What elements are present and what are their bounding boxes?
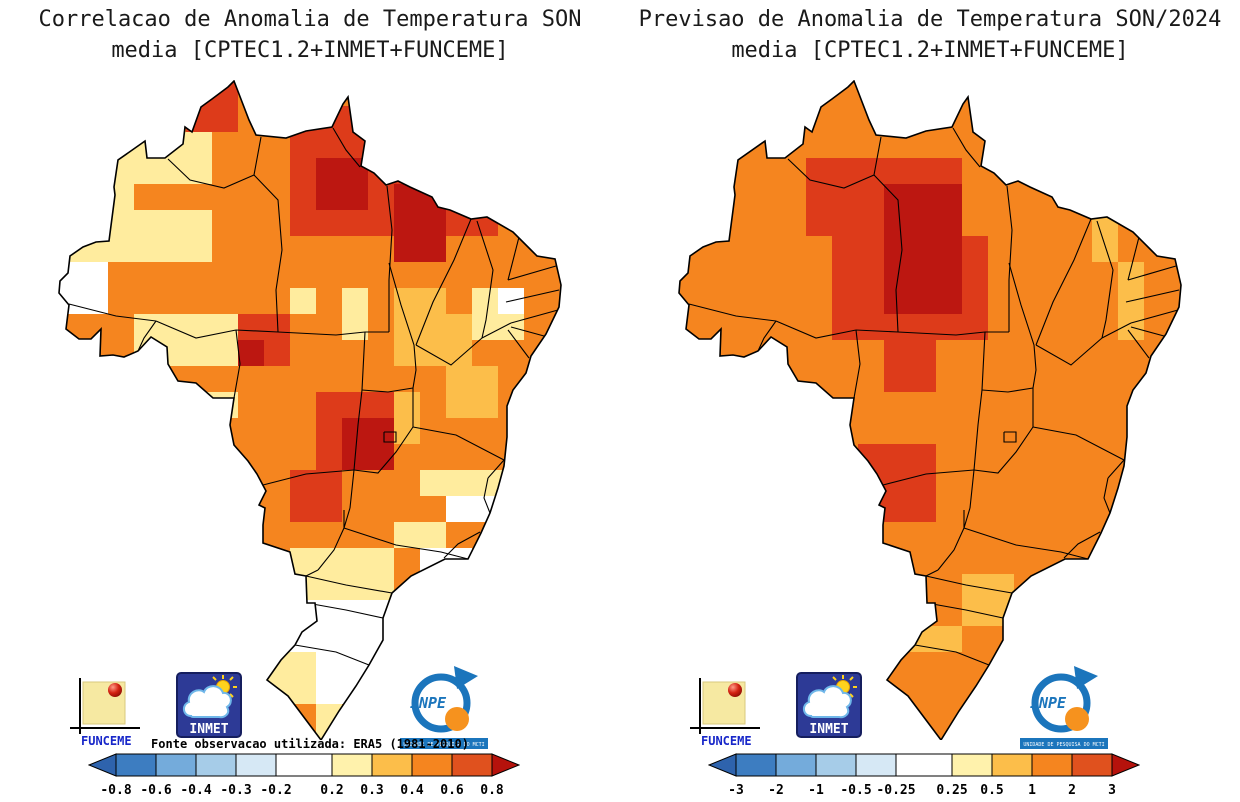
svg-text:1: 1: [1028, 783, 1036, 798]
svg-text:-2: -2: [768, 783, 784, 798]
funceme-label: FUNCEME: [701, 734, 752, 748]
sun-icon: [832, 675, 857, 698]
svg-text:2: 2: [1068, 783, 1076, 798]
cloud-icon: [183, 685, 232, 719]
svg-text:0.4: 0.4: [400, 783, 424, 798]
inmet-label: INMET: [189, 722, 228, 737]
svg-text:-0.3: -0.3: [220, 783, 251, 798]
brazil-map-correlation: [58, 80, 562, 740]
svg-text:0.25: 0.25: [936, 783, 967, 798]
inpe-caption: UNIDADE DE PESQUISA DO MCTI: [403, 742, 484, 748]
svg-text:0.2: 0.2: [320, 783, 343, 798]
brazil-map-forecast: [678, 80, 1182, 740]
svg-text:-0.5: -0.5: [840, 783, 871, 798]
inmet-logo: INMET: [176, 672, 242, 738]
funceme-logo: FUNCEME: [690, 678, 760, 748]
svg-text:-0.6: -0.6: [140, 783, 171, 798]
funceme-sphere-icon: [108, 683, 122, 697]
panel-correlation-title: Correlacao de Anomalia de Temperatura SO…: [0, 4, 620, 66]
arrow-icon: [1074, 666, 1098, 689]
title-line-1: Correlacao de Anomalia de Temperatura SO…: [38, 7, 582, 32]
svg-text:-3: -3: [728, 783, 744, 798]
colorbar-correlation: -0.8 -0.6 -0.4 -0.3 -0.2 0.2 0.3 0.4 0.6 0.8: [88, 753, 520, 798]
title-line-1: Previsao de Anomalia de Temperatura SON/…: [638, 7, 1222, 32]
svg-text:3: 3: [1108, 783, 1116, 798]
orbit-icon: [411, 673, 471, 733]
colorbar-forecast: -3 -2 -1 -0.5 -0.25 0.25 0.5 1 2 3: [708, 753, 1140, 798]
orbit-icon: [1031, 673, 1091, 733]
inmet-label: INMET: [809, 722, 848, 737]
svg-text:-0.4: -0.4: [180, 783, 211, 798]
funceme-logo: FUNCEME: [70, 678, 140, 748]
sun-icon: [212, 675, 237, 698]
svg-text:-0.25: -0.25: [876, 783, 915, 798]
title-line-2: media [CPTEC1.2+INMET+FUNCEME]: [111, 38, 509, 63]
inpe-logo: INPE UNIDADE DE PESQUISA DO MCTI: [1020, 666, 1108, 749]
svg-text:-0.8: -0.8: [100, 783, 131, 798]
planet-icon: [445, 707, 469, 731]
svg-text:0.8: 0.8: [480, 783, 504, 798]
inpe-logo: INPE UNIDADE DE PESQUISA DO MCTI: [400, 666, 488, 749]
svg-text:0.3: 0.3: [360, 783, 383, 798]
panel-forecast: Previsao de Anomalia de Temperatura SON/…: [620, 0, 1240, 802]
inmet-logo: INMET: [796, 672, 862, 738]
title-line-2: media [CPTEC1.2+INMET+FUNCEME]: [731, 38, 1129, 63]
funceme-label: FUNCEME: [81, 734, 132, 748]
svg-text:0.6: 0.6: [440, 783, 464, 798]
cloud-icon: [803, 685, 852, 719]
inpe-label: INPE: [410, 694, 447, 712]
inpe-label: INPE: [1030, 694, 1067, 712]
source-note: Fonte observacao utilizada: ERA5 (1981-2…: [151, 737, 469, 751]
svg-text:-1: -1: [808, 783, 824, 798]
svg-text:0.5: 0.5: [980, 783, 1003, 798]
funceme-sphere-icon: [728, 683, 742, 697]
planet-icon: [1065, 707, 1089, 731]
panel-correlation: Correlacao de Anomalia de Temperatura SO…: [0, 4, 620, 798]
arrow-icon: [454, 666, 478, 689]
inpe-caption: UNIDADE DE PESQUISA DO MCTI: [1023, 742, 1104, 748]
svg-text:-0.2: -0.2: [260, 783, 291, 798]
panel-forecast-title: Previsao de Anomalia de Temperatura SON/…: [620, 4, 1240, 66]
